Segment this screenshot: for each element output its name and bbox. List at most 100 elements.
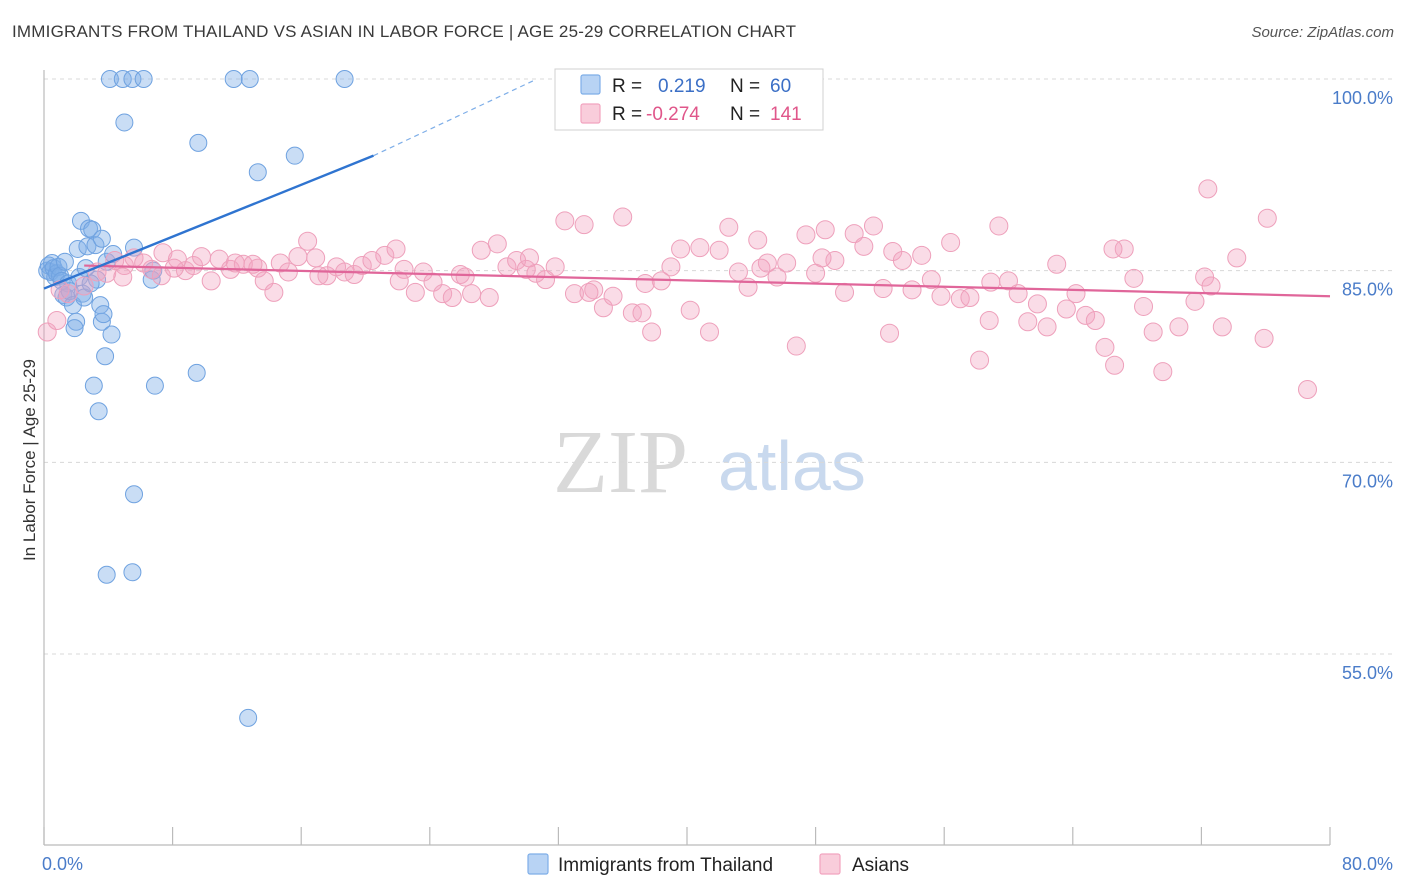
- asians-point-66: [661, 257, 681, 277]
- thailand-point-52: [285, 146, 304, 165]
- y-tick-label-2: 70.0%: [1342, 471, 1393, 491]
- asians-point-94: [931, 286, 951, 306]
- legend-swatch-pink: [580, 103, 601, 124]
- thailand-point-34: [89, 402, 108, 421]
- asians-point-67: [671, 239, 691, 259]
- asians-point-133: [635, 273, 655, 293]
- thailand-point-48: [187, 363, 206, 382]
- asians-point-48: [487, 234, 507, 254]
- asians-point-85: [844, 224, 864, 244]
- thailand-point-41: [142, 270, 161, 289]
- asians-point-60: [603, 286, 623, 306]
- asians-point-80: [796, 225, 816, 245]
- asians-point-117: [1153, 362, 1173, 382]
- asians-point-69: [690, 238, 710, 258]
- thailand-point-44: [97, 565, 116, 584]
- thailand-point-17: [65, 319, 84, 338]
- asians-point-110: [1085, 311, 1105, 330]
- asians-point-108: [1066, 284, 1086, 304]
- y-tick-label-3: 55.0%: [1342, 663, 1393, 683]
- series-legend: Immigrants from Thailand Asians: [527, 853, 909, 876]
- asians-point-91: [902, 280, 922, 300]
- asians-point-127: [1198, 179, 1218, 199]
- asians-point-76: [757, 253, 777, 273]
- asians-point-35: [362, 250, 382, 270]
- asians-point-115: [1134, 296, 1154, 316]
- thailand-point-53: [248, 163, 267, 182]
- legend-n-label-2: N =: [730, 104, 760, 125]
- legend-r-value-2: -0.274: [646, 104, 700, 125]
- asians-point-42: [433, 284, 453, 304]
- legend-thailand-label: Immigrants from Thailand: [558, 855, 773, 876]
- asians-point-68: [680, 300, 700, 320]
- asians-point-137: [389, 271, 409, 291]
- asians-point-99: [979, 311, 999, 330]
- asians-point-34: [352, 256, 372, 276]
- thailand-point-55: [335, 70, 354, 88]
- asians-point-63: [632, 303, 652, 323]
- asians-point-116: [1143, 322, 1163, 342]
- asians-point-57: [574, 215, 594, 235]
- asians-point-82: [815, 220, 835, 240]
- thailand-point-51: [240, 70, 259, 88]
- asians-point-26: [278, 262, 298, 282]
- thailand-point-36: [92, 312, 111, 331]
- asians-point-136: [455, 267, 475, 287]
- asians-point-113: [1114, 239, 1134, 259]
- asians-point-61: [613, 207, 633, 227]
- asians-point-141: [113, 267, 133, 287]
- y-tick-label-1: 85.0%: [1342, 280, 1393, 300]
- asians-point-124: [1254, 328, 1274, 348]
- asians-point-79: [786, 336, 806, 356]
- legend-r-value-1: 0.219: [658, 76, 706, 97]
- asians-point-64: [642, 322, 662, 342]
- watermark-atlas: atlas: [718, 427, 866, 505]
- asians-point-87: [863, 216, 883, 236]
- y-axis-title: In Labor Force | Age 25-29: [20, 359, 39, 561]
- asians-point-132: [751, 258, 771, 278]
- asians-point-47: [479, 288, 499, 307]
- asians-point-111: [1095, 337, 1115, 357]
- asians-point-53: [536, 270, 556, 290]
- asians-point-128: [1103, 239, 1123, 259]
- asians-point-105: [1037, 317, 1057, 337]
- asians-point-100: [989, 216, 1009, 236]
- axes: [43, 70, 1331, 846]
- asians-point-72: [719, 217, 739, 237]
- thailand-point-46: [125, 485, 144, 504]
- asians-point-93: [921, 270, 941, 290]
- thailand-point-10: [55, 252, 74, 271]
- asians-point-27: [288, 247, 308, 267]
- asians-point-114: [1124, 268, 1144, 288]
- thailand-point-28: [92, 229, 111, 248]
- asians-point-73: [728, 262, 748, 282]
- asians-point-92: [912, 245, 932, 265]
- thailand-point-38: [96, 347, 115, 366]
- asians-point-119: [1185, 291, 1205, 311]
- asians-point-62: [622, 303, 642, 323]
- asians-point-104: [1027, 294, 1047, 314]
- asians-point-97: [960, 288, 980, 307]
- asians-point-134: [579, 282, 599, 302]
- asians-point-126: [1297, 380, 1317, 399]
- legend-asians-swatch: [819, 853, 841, 875]
- thailand-point-27: [86, 236, 105, 255]
- asians-point-95: [941, 233, 961, 253]
- asians-point-118: [1169, 317, 1189, 337]
- asians-point-39: [405, 282, 425, 302]
- asians-point-10: [142, 259, 162, 279]
- asians-point-107: [1056, 299, 1076, 319]
- asians-point-58: [584, 280, 604, 300]
- asians-point-56: [564, 284, 584, 304]
- trend-lines: [43, 79, 1331, 298]
- asians-point-28: [298, 231, 318, 251]
- asians-point-75: [748, 230, 768, 250]
- asians-point-45: [462, 284, 482, 304]
- thailand-point-26: [83, 220, 102, 239]
- asians-point-131: [812, 248, 832, 268]
- asians-point-71: [709, 240, 729, 260]
- asians-point-109: [1076, 305, 1096, 325]
- thailand-point-49: [189, 133, 208, 152]
- thailand-point-54: [239, 708, 258, 727]
